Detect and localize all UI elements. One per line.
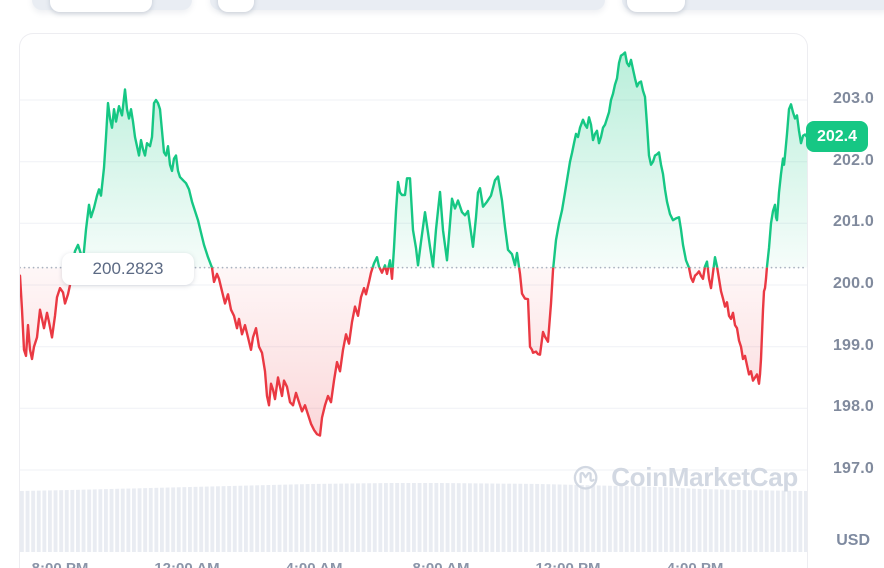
y-axis-tick: 198.0 bbox=[832, 398, 874, 416]
price-chart-card bbox=[19, 33, 808, 568]
price-area-chart[interactable] bbox=[20, 34, 807, 568]
time-range-active-segment[interactable] bbox=[218, 0, 254, 12]
area-fill-up bbox=[20, 52, 807, 268]
y-axis-tick: 200.0 bbox=[832, 275, 874, 292]
chart-settings-active-segment[interactable] bbox=[627, 0, 685, 12]
current-price-badge: 202.4 bbox=[806, 121, 868, 153]
time-range-selector-group[interactable] bbox=[210, 0, 605, 10]
y-axis-tick: 199.0 bbox=[832, 336, 874, 354]
price-line-up bbox=[70, 51, 807, 268]
y-axis-tick: 202.0 bbox=[832, 151, 874, 169]
watermark-label: CoinMarketCap bbox=[611, 462, 798, 492]
coinmarketcap-logo-icon bbox=[573, 465, 598, 490]
chart-settings-group[interactable] bbox=[622, 0, 884, 10]
coinmarketcap-watermark[interactable]: CoinMarketCap bbox=[568, 452, 798, 502]
baseline-price-label: 200.2823 bbox=[62, 252, 194, 285]
y-axis-tick: 201.0 bbox=[832, 213, 874, 231]
gridlines bbox=[20, 99, 807, 471]
volume-bars bbox=[20, 483, 807, 552]
chart-type-active-segment[interactable] bbox=[50, 0, 152, 12]
y-axis: USD 203.0 202.0 201.0 200.0 199.0 198.0 197.0 bbox=[810, 0, 878, 568]
y-axis-tick: 203.0 bbox=[832, 89, 874, 107]
y-axis-unit-label: USD bbox=[836, 532, 870, 549]
price-line-down bbox=[20, 267, 769, 437]
y-axis-tick: 197.0 bbox=[832, 460, 874, 477]
